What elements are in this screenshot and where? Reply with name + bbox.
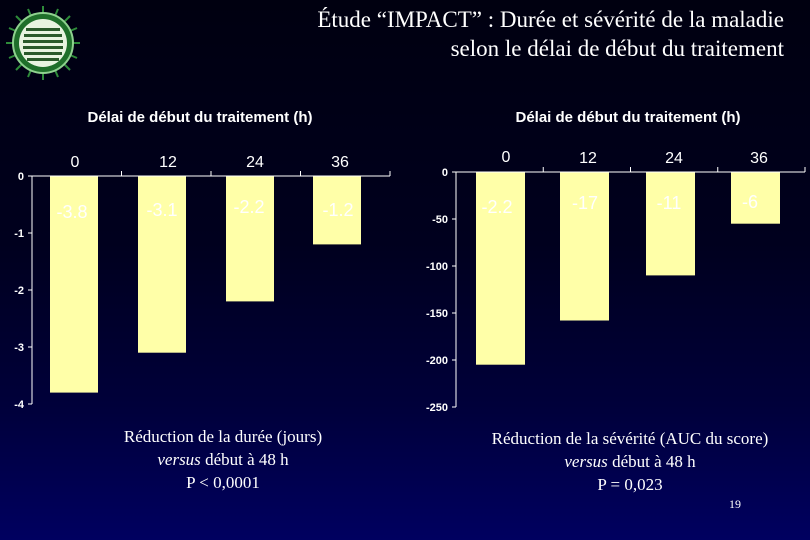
- page-number: 19: [729, 497, 741, 511]
- caption-severity-line2: versus début à 48 h: [460, 450, 800, 473]
- chart-severity-y-tick-label-1: -50: [432, 214, 448, 226]
- chart-duration-y-tick-label-1: -1: [14, 228, 24, 240]
- caption-duration-pvalue: P < 0,0001: [186, 473, 260, 492]
- chart-duration-bar-1: [138, 176, 186, 353]
- chart-severity-y-tick-label-2: -100: [426, 261, 448, 273]
- chart-severity-title: Délai de début du traitement (h): [515, 109, 740, 126]
- chart-duration-bar-3: [313, 176, 361, 245]
- chart-duration-label-2: -2.2: [233, 197, 264, 217]
- chart-severity-y-tick-label-5: -250: [426, 402, 448, 414]
- chart-severity-y-tick-label-4: -200: [426, 355, 448, 367]
- caption-severity-line2-rest: début à 48 h: [607, 452, 696, 471]
- chart-severity-cat-3: 36: [750, 150, 768, 167]
- chart-severity-label-3: -6: [742, 192, 758, 212]
- caption-severity-pvalue: P = 0,023: [597, 475, 663, 494]
- chart-severity: Délai de début du traitement (h) 0 -50 -10…: [426, 109, 806, 414]
- chart-duration-title: Délai de début du traitement (h): [87, 109, 312, 126]
- caption-duration: Réduction de la durée (jours) versus déb…: [68, 425, 378, 494]
- chart-severity-bar-1: [560, 172, 609, 321]
- chart-duration-cat-3: 36: [331, 154, 349, 171]
- caption-severity-versus: versus: [564, 452, 608, 471]
- chart-severity-cat-1: 12: [579, 150, 597, 167]
- chart-severity-label-1: -17: [572, 193, 598, 213]
- virus-logo: [6, 6, 80, 80]
- chart-duration-label-3: -1.2: [322, 200, 353, 220]
- chart-severity-cat-2: 24: [665, 150, 683, 167]
- chart-severity-label-2: -11: [657, 193, 682, 213]
- virus-logo-core: [23, 28, 63, 61]
- chart-duration-y-tick-label-4: -4: [14, 399, 25, 411]
- caption-severity: Réduction de la sévérité (AUC du score) …: [460, 427, 800, 496]
- chart-duration-cat-0: 0: [71, 154, 80, 171]
- chart-duration-cat-1: 12: [159, 154, 177, 171]
- chart-duration-cat-2: 24: [246, 154, 264, 171]
- chart-duration-y-tick-label-3: -3: [14, 342, 24, 354]
- chart-duration-bar-2: [226, 176, 274, 302]
- chart-duration: Délai de début du traitement (h) 0 -1 -2 -3…: [14, 109, 391, 411]
- slide-title-line2: selon le délai de début du traitement: [450, 36, 784, 61]
- chart-severity-y-tick-label-0: 0: [442, 167, 448, 179]
- chart-duration-label-0: -3.8: [56, 202, 87, 222]
- caption-duration-line1: Réduction de la durée (jours): [123, 427, 323, 446]
- chart-duration-bar-0: [50, 176, 98, 393]
- chart-severity-bar-2: [646, 172, 695, 276]
- chart-duration-y-tick-label-0: 0: [18, 171, 24, 183]
- chart-severity-label-0: -2.2: [481, 197, 512, 217]
- caption-duration-versus: versus: [157, 450, 201, 469]
- caption-duration-line2: versus début à 48 h: [68, 448, 378, 471]
- chart-severity-cat-0: 0: [502, 149, 511, 166]
- chart-duration-label-1: -3.1: [146, 200, 177, 220]
- chart-severity-y-tick-label-3: -150: [426, 308, 448, 320]
- slide-title-line1: Étude “IMPACT” : Durée et sévérité de la…: [317, 7, 784, 32]
- caption-duration-line2-rest: début à 48 h: [200, 450, 289, 469]
- chart-severity-bar-0: [476, 172, 525, 365]
- chart-severity-bar-3: [731, 172, 780, 224]
- chart-duration-y-tick-label-2: -2: [14, 285, 24, 297]
- slide-title: Étude “IMPACT” : Durée et sévérité de la…: [317, 5, 784, 63]
- caption-severity-line1: Réduction de la sévérité (AUC du score): [491, 429, 769, 448]
